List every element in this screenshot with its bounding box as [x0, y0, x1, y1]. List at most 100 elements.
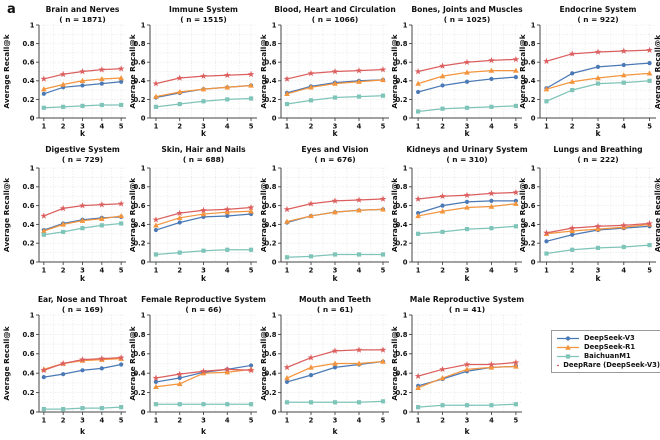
series-baichuanm1: [153, 96, 254, 109]
x-tick-label: 2: [309, 267, 314, 275]
x-tick-label: 1: [285, 267, 290, 275]
legend: DeepSeek-V3 DeepSeek-R1 BaichuanM1 DeepRare…: [551, 330, 660, 373]
x-tick-label: 3: [596, 267, 601, 275]
grid: [281, 167, 389, 262]
x-tick-label: 5: [514, 267, 519, 275]
y-tick-label: 0: [30, 114, 35, 122]
y-tick-label: 1: [403, 21, 408, 29]
y-axis-label: Average Recall@k: [390, 325, 399, 400]
series-deepseek-r1: [415, 363, 519, 390]
series-baichuanm1: [41, 221, 124, 237]
y-tick-label: 0.2: [395, 240, 407, 248]
x-tick-label: 1: [416, 123, 421, 131]
x-axis-label: k: [595, 129, 601, 138]
x-tick-label: 5: [514, 417, 519, 425]
y-tick-label: 0.4: [22, 370, 34, 378]
series-deepseek-v3: [416, 74, 518, 95]
series-baichuanm1: [284, 93, 386, 107]
y-tick-label: 0.6: [22, 202, 34, 210]
subplot-skin-hair-and-nails: 0 0.2 0.4 0.6 0.8 1 1 2 3 4 5 Skin, Hair and Nails(…: [128, 145, 257, 283]
x-tick-label: 2: [309, 123, 314, 131]
subplot-title: Immune System: [169, 5, 238, 14]
x-tick-label: 3: [465, 267, 470, 275]
y-tick-label: 0: [403, 258, 408, 266]
y-tick-label: 0: [141, 258, 146, 266]
y-tick-label: 0: [30, 258, 35, 266]
grid: [39, 167, 126, 262]
subplot-mouth-and-teeth: 0 0.2 0.4 0.6 0.8 1 1 2 3 4 5 Mouth and Teeth( n = …: [259, 295, 389, 436]
y-tick-label: 0.4: [22, 77, 34, 85]
y-tick-label: 0.8: [22, 183, 34, 191]
y-tick-label: 0.6: [133, 202, 145, 210]
y-tick-label: 0.8: [264, 40, 276, 48]
grid: [412, 167, 522, 262]
y-tick-label: 0.8: [523, 40, 535, 48]
series-baichuanm1: [284, 252, 386, 260]
y-tick-label: 1: [272, 21, 277, 29]
series-deepseek-r1: [284, 76, 386, 97]
y-tick-label: 0: [272, 114, 277, 122]
y-tick-label: 0.8: [22, 40, 34, 48]
x-tick-label: 2: [309, 417, 314, 425]
y-tick-label: 0.2: [264, 96, 276, 104]
y-tick-label: 0.2: [133, 389, 145, 397]
y-tick-label: 0: [272, 408, 277, 416]
series-deepseek-r1: [41, 212, 124, 234]
x-tick-label: 2: [177, 417, 182, 425]
y-axis-label: Average Recall@k: [518, 33, 527, 108]
y-tick-label: 1: [531, 164, 536, 172]
x-tick-label: 1: [154, 417, 159, 425]
y-tick-label: 1: [403, 311, 408, 319]
square-marker-swatch-icon: [557, 353, 579, 359]
series-deeprare-deepseek-v3: [543, 219, 653, 236]
y-tick-label: 0.2: [133, 240, 145, 248]
y-tick-label: 0: [141, 114, 146, 122]
subplot-title: Female Reproductive System: [141, 295, 266, 304]
subplot-n-label: ( n = 688): [183, 155, 224, 164]
subplot-n-label: ( n = 310): [446, 155, 487, 164]
y-tick-label: 1: [272, 311, 277, 319]
y-tick-label: 0: [531, 114, 536, 122]
y-tick-label: 0: [30, 408, 35, 416]
y-tick-label: 1: [30, 164, 35, 172]
subplot-bones-joints-and-muscles: 0 0.2 0.4 0.6 0.8 1 1 2 3 4 5 Bones, Joints and Mus…: [390, 5, 523, 138]
axes-spines: [149, 315, 257, 413]
y-tick-label: 0.6: [523, 202, 535, 210]
subplot-n-label: ( n = 222): [577, 155, 618, 164]
y-tick-label: 0.2: [22, 96, 34, 104]
y-tick-label: 0.8: [133, 331, 145, 339]
subplot-n-label: ( n = 729): [62, 155, 103, 164]
subplot-title: Kidneys and Urinary System: [406, 145, 527, 154]
subplot-title: Brain and Nerves: [46, 5, 120, 14]
x-tick-label: 5: [381, 123, 386, 131]
x-tick-label: 4: [489, 417, 494, 425]
x-axis-label: k: [201, 129, 207, 138]
x-tick-label: 4: [99, 123, 104, 131]
y-tick-label: 0.8: [395, 40, 407, 48]
y-tick-label: 0.8: [523, 183, 535, 191]
x-tick-label: 4: [489, 267, 494, 275]
x-tick-label: 1: [544, 267, 549, 275]
series-deepseek-r1: [153, 82, 254, 99]
x-axis-label: k: [201, 274, 207, 283]
subplot-n-label: ( n = 169): [62, 305, 103, 314]
series-deeprare-deepseek-v3: [543, 46, 653, 65]
y-tick-label: 0: [141, 408, 146, 416]
subplot-n-label: ( n = 61): [317, 305, 353, 314]
series-deeprare-deepseek-v3: [283, 66, 387, 82]
subplot-n-label: ( n = 1871): [59, 15, 106, 24]
subplot-female-reproductive-system: 0 0.2 0.4 0.6 0.8 1 1 2 3 4 5 Female Reproductive S…: [128, 295, 266, 436]
series-baichuanm1: [41, 102, 124, 110]
y-tick-label: 0.6: [395, 59, 407, 67]
y-tick-label: 1: [272, 164, 277, 172]
x-tick-label: 3: [80, 267, 85, 275]
y-tick-label: 0.4: [523, 221, 535, 229]
x-tick-label: 3: [201, 267, 206, 275]
subplot-title: Endocrine System: [560, 5, 637, 14]
y-axis-label: Average Recall@k: [2, 33, 11, 108]
subplot-title: Eyes and Vision: [301, 145, 368, 154]
series-deeprare-deepseek-v3: [414, 55, 520, 75]
subplot-n-label: ( n = 1066): [312, 15, 359, 24]
x-tick-label: 1: [41, 123, 46, 131]
x-axis-label: k: [80, 129, 86, 138]
